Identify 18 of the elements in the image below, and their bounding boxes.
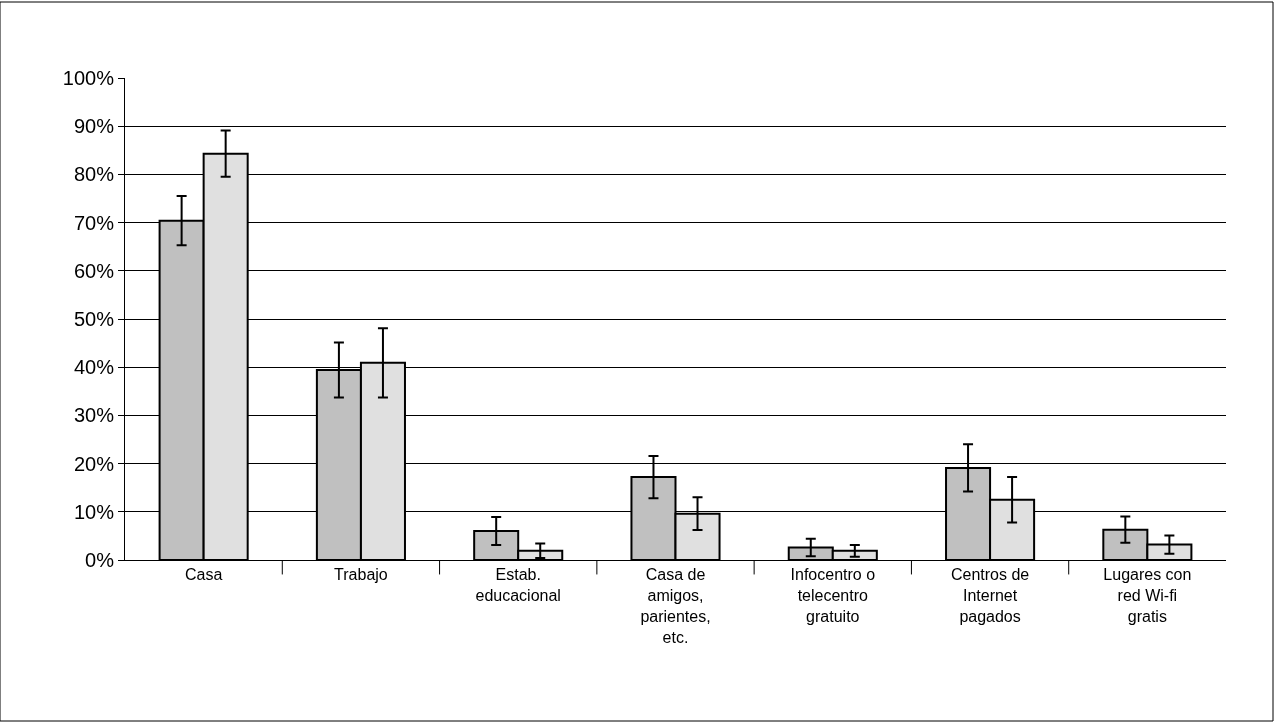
x-tick-label: Casa de amigos, parientes, etc. bbox=[640, 566, 711, 646]
y-tick-label: 40% bbox=[73, 356, 115, 379]
x-tick-label: Trabajo bbox=[334, 566, 388, 584]
x-tick-label: Estab. educacional bbox=[475, 566, 561, 604]
y-tick-label: 10% bbox=[73, 500, 115, 523]
y-tick-label: 70% bbox=[73, 211, 115, 234]
x-tick-label: Infocentro o telecentro gratuito bbox=[790, 566, 876, 625]
y-tick-label: 80% bbox=[73, 163, 115, 186]
y-tick-label: 90% bbox=[73, 115, 115, 138]
x-tick-label: Centros de Internet pagados bbox=[950, 566, 1030, 625]
y-tick-label: 20% bbox=[73, 452, 115, 475]
x-tick-label: Lugares con red Wi-fi gratis bbox=[1103, 566, 1192, 625]
y-tick-label: 100% bbox=[62, 67, 115, 89]
x-tick-label: Casa bbox=[184, 566, 223, 584]
y-tick-label: 60% bbox=[73, 259, 115, 282]
y-tick-label: 0% bbox=[85, 549, 115, 571]
y-tick-label: 50% bbox=[73, 308, 115, 330]
y-tick-label: 30% bbox=[73, 404, 115, 427]
